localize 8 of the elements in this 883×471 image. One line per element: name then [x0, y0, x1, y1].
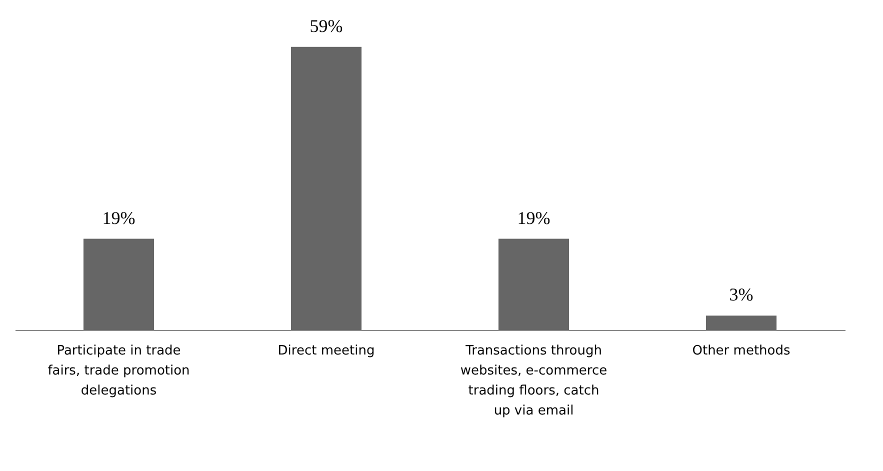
data-label: 3% — [729, 284, 754, 305]
data-label: 19% — [102, 208, 136, 228]
x-tick-label: Other methods — [692, 344, 790, 358]
data-label: 59% — [310, 16, 343, 36]
x-tick-label: Participate in trade fairs, trade promotion delegations — [48, 344, 190, 398]
x-tick-label: Transactions through websites, e-commerce trading floors, catch up via email — [460, 344, 608, 418]
x-tick-label: Direct meeting — [278, 344, 375, 358]
data-label: 19% — [517, 208, 550, 228]
